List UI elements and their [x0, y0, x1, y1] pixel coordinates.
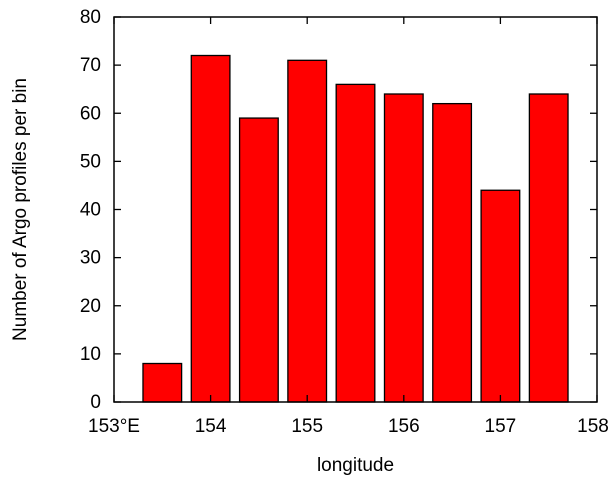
y-axis-label: Number of Argo profiles per bin — [10, 78, 31, 341]
bar-2 — [238, 117, 279, 403]
tick-labels-layer: 0 10 20 30 40 50 60 70 80 153°E 154 155 156 157 158 — [80, 7, 609, 437]
y-tick-label: 20 — [80, 296, 101, 317]
y-tick-label: 80 — [80, 7, 101, 28]
bar-0 — [142, 362, 183, 403]
y-tick-label: 60 — [80, 103, 101, 124]
plot-frame — [113, 16, 598, 403]
y-tick-label: 0 — [90, 392, 101, 413]
y-tick-label: 40 — [80, 200, 101, 221]
y-tick-label: 50 — [80, 151, 101, 172]
bar-5 — [383, 93, 424, 403]
x-tick-label: 154 — [195, 416, 227, 437]
y-tick-label: 10 — [80, 344, 101, 365]
x-tick-label: 158 — [577, 416, 609, 437]
bar-1 — [190, 54, 231, 403]
y-tick-label: 30 — [80, 248, 101, 269]
x-tick-label: 157 — [485, 416, 517, 437]
x-tick-label: 156 — [388, 416, 420, 437]
x-axis-label: longitude — [317, 455, 394, 476]
bar-6 — [432, 102, 473, 403]
bar-8 — [528, 93, 569, 403]
bars-layer — [142, 54, 569, 403]
x-tick-label: 155 — [291, 416, 323, 437]
y-tick-label: 70 — [80, 55, 101, 76]
bar-3 — [287, 59, 328, 403]
bar-4 — [335, 83, 376, 403]
bar-7 — [480, 189, 521, 403]
x-tick-label: 153°E — [88, 416, 140, 437]
